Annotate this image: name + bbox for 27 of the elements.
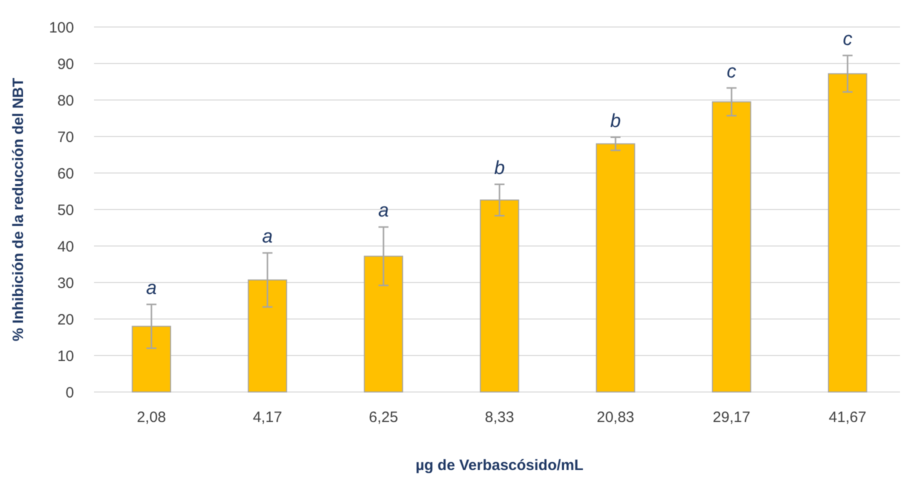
y-tick-label: 20 (57, 311, 74, 328)
annotation: a (146, 278, 157, 300)
x-tick-label: 6,25 (368, 409, 398, 426)
annotation: c (726, 62, 737, 83)
y-tick-label: 10 (57, 348, 74, 365)
x-tick-label: 20,83 (596, 409, 634, 426)
y-tick-label: 0 (66, 384, 74, 402)
annotation: b (610, 110, 621, 132)
y-axis-title: % Inhibición de la reducción del NBT (10, 78, 27, 342)
x-tick-label: 2,08 (136, 409, 166, 426)
y-tick-label: 40 (57, 238, 74, 256)
y-tick-label: 80 (57, 92, 74, 110)
y-tick-label: 30 (57, 274, 74, 292)
y-tick-label: 60 (57, 165, 74, 182)
x-tick-label: 8,33 (484, 409, 514, 426)
x-tick-label: 29,17 (712, 409, 750, 426)
x-tick-label: 4,17 (252, 409, 282, 426)
y-tick-label: 70 (57, 128, 74, 146)
annotation: a (378, 200, 389, 222)
x-axis-title: µg de Verbascósido/mL (416, 457, 584, 474)
annotation: a (262, 226, 273, 248)
y-tick-label: 50 (57, 202, 74, 219)
y-tick-label: 100 (48, 19, 74, 36)
x-tick-label: 41,67 (828, 409, 866, 426)
y-tick-label: 90 (57, 56, 74, 73)
annotation: c (842, 29, 853, 50)
annotation: b (494, 158, 505, 179)
